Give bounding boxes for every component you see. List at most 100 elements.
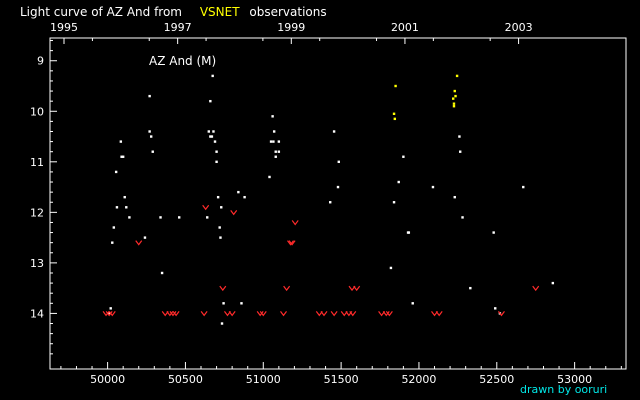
observation-point — [125, 206, 128, 209]
year-label: 2003 — [505, 21, 533, 34]
observation-point — [112, 226, 116, 229]
observation-point — [119, 140, 123, 143]
observation-point — [212, 130, 215, 133]
upper-limit-mark — [291, 220, 299, 226]
observation-point — [272, 140, 275, 143]
star-label: AZ And (M) — [149, 54, 216, 68]
observation-point — [469, 286, 472, 290]
y-tick-label: 11 — [30, 156, 44, 169]
vsnet-point — [453, 89, 456, 93]
observation-point — [114, 170, 118, 174]
upper-limit-mark — [202, 204, 210, 211]
observation-point — [274, 150, 277, 153]
observation-point — [222, 302, 225, 305]
vsnet-point — [394, 84, 397, 88]
observation-point — [268, 175, 271, 179]
title-suffix: observations — [249, 5, 326, 19]
year-label: 2001 — [391, 21, 419, 34]
title-prefix: Light curve of AZ And from — [20, 5, 182, 19]
observation-point — [120, 155, 123, 158]
upper-limit-mark — [385, 311, 393, 317]
observation-point — [209, 135, 212, 138]
observation-point — [206, 216, 209, 219]
observation-point — [219, 236, 222, 239]
y-tick-label: 13 — [30, 257, 44, 270]
upper-limit-mark — [532, 285, 540, 292]
upper-limit-mark — [283, 285, 291, 292]
observation-point — [411, 302, 414, 305]
observation-point — [337, 160, 340, 164]
x-tick-label: 53000 — [557, 373, 592, 386]
observation-point — [332, 130, 336, 133]
observation-point — [271, 115, 274, 118]
observation-point — [148, 130, 151, 133]
upper-limit-mark — [256, 311, 264, 317]
observation-point — [272, 130, 276, 133]
observation-point — [389, 266, 393, 270]
y-tick-label: 14 — [30, 307, 44, 320]
y-tick-label: 10 — [30, 105, 44, 118]
x-tick-label: 51000 — [246, 373, 281, 386]
observation-point — [210, 135, 214, 138]
observation-point — [461, 216, 464, 219]
observation-point — [148, 94, 151, 98]
observation-point — [107, 312, 111, 315]
upper-limit-mark — [435, 311, 443, 317]
x-tick-label: 51500 — [324, 373, 359, 386]
observation-point — [277, 150, 281, 153]
observation-point — [178, 216, 181, 219]
observation-point — [207, 130, 210, 133]
observation-point — [329, 201, 332, 204]
upper-limit-mark — [172, 311, 180, 317]
observation-point — [274, 155, 277, 158]
observation-point — [218, 226, 221, 229]
upper-limit-mark — [169, 311, 177, 317]
year-label: 1999 — [277, 21, 305, 34]
x-tick-label: 50500 — [168, 373, 203, 386]
observation-point — [431, 185, 435, 189]
upper-limit-mark — [320, 311, 328, 317]
observation-point — [149, 135, 153, 138]
observation-point — [151, 150, 154, 153]
vsnet-point — [393, 117, 397, 121]
observation-point — [121, 155, 125, 158]
observation-point — [240, 302, 243, 305]
observation-point — [397, 180, 400, 184]
year-label: 1995 — [50, 21, 78, 34]
plot-frame — [49, 37, 627, 370]
upper-limit-mark — [135, 240, 143, 246]
observation-point — [269, 140, 273, 143]
observation-point — [459, 150, 462, 153]
observation-point — [213, 140, 217, 143]
upper-limit-mark — [230, 209, 238, 216]
vsnet-point — [452, 102, 456, 105]
vsnet-point — [454, 94, 457, 98]
upper-limit-mark — [108, 311, 116, 317]
year-axis-ticks: 1995 1997 1999 2001 2003 — [50, 21, 533, 44]
observation-point — [458, 135, 461, 138]
observation-point — [115, 206, 119, 209]
observation-point — [407, 231, 411, 234]
observation-point — [402, 155, 405, 158]
upper-limit-mark — [288, 240, 296, 246]
upper-limit-mark — [105, 311, 113, 317]
observation-point — [220, 206, 223, 209]
observation-point — [551, 281, 555, 285]
observation-point — [123, 195, 126, 199]
title-vsnet: VSNET — [200, 5, 240, 19]
upper-limit-mark — [228, 311, 236, 317]
observation-point — [237, 190, 240, 194]
observation-point — [128, 216, 131, 219]
upper-limit-mark — [200, 311, 208, 317]
observation-point — [243, 195, 246, 199]
upper-limit-mark — [353, 285, 361, 292]
upper-limit-mark — [287, 240, 294, 246]
x-tick-label: 52500 — [479, 373, 514, 386]
observation-point — [215, 150, 218, 153]
y-axis-ticks: 9 10 11 12 13 14 — [30, 40, 57, 355]
observation-point — [215, 160, 218, 164]
vsnet-point — [452, 97, 455, 100]
observation-point — [522, 185, 525, 189]
observation-point — [143, 236, 147, 239]
